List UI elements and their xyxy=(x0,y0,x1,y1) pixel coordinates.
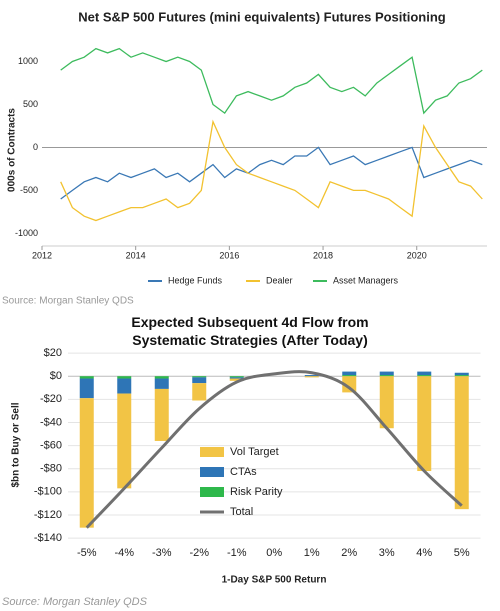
line-series xyxy=(60,146,483,200)
x-tick-label: -5% xyxy=(77,547,97,559)
bar xyxy=(117,393,132,489)
bar xyxy=(379,376,394,429)
source: Source: Morgan Stanley QDS xyxy=(2,596,148,608)
bar xyxy=(342,376,357,393)
x-tick-label: 2020 xyxy=(407,250,427,260)
legend-label: Total xyxy=(230,506,253,518)
bar xyxy=(304,375,319,377)
x-tick-label: -2% xyxy=(189,547,209,559)
bar xyxy=(304,376,319,378)
bar xyxy=(417,376,432,472)
x-tick-label: 5% xyxy=(454,547,470,559)
y-tick-label: -$140 xyxy=(34,532,62,544)
y-tick-label: -500 xyxy=(20,185,38,195)
x-tick-label: -3% xyxy=(152,547,172,559)
bar xyxy=(229,378,244,381)
bar xyxy=(154,378,169,389)
bar xyxy=(79,378,94,399)
bar xyxy=(229,377,244,379)
legend-label: CTAs xyxy=(230,466,257,478)
bar xyxy=(379,375,394,377)
x-tick-label: -1% xyxy=(227,547,247,559)
y-tick-label: -$20 xyxy=(40,393,62,405)
chart-title: Net S&P 500 Futures (mini equivalents) F… xyxy=(78,9,445,24)
y-axis-title: 000s of Contracts xyxy=(7,108,18,192)
x-tick-label: -4% xyxy=(114,547,134,559)
x-tick-label: 2018 xyxy=(313,250,333,260)
x-tick-label: 2016 xyxy=(219,250,239,260)
bar xyxy=(454,376,469,510)
bar xyxy=(454,375,469,377)
legend-label: Risk Parity xyxy=(230,486,283,498)
x-tick-label: 2% xyxy=(341,547,357,559)
bar xyxy=(117,376,132,379)
x-tick-label: 3% xyxy=(379,547,395,559)
bar xyxy=(342,371,357,376)
y-tick-label: -$120 xyxy=(34,509,62,521)
y-axis-title: $bn to Buy or Sell xyxy=(11,402,22,487)
x-tick-label: 4% xyxy=(416,547,432,559)
chart-title: Expected Subsequent 4d Flow from Systema… xyxy=(131,314,369,348)
y-tick-label: $0 xyxy=(50,370,62,382)
y-tick-label: 500 xyxy=(23,99,38,109)
y-tick-label: -$100 xyxy=(34,486,62,498)
bar xyxy=(79,398,94,528)
y-tick-label: 0 xyxy=(33,142,38,152)
total-line xyxy=(85,370,463,529)
bar xyxy=(192,383,207,401)
bar xyxy=(417,371,432,376)
bar xyxy=(229,376,244,378)
y-tick-label: -$80 xyxy=(40,463,62,475)
line-series xyxy=(60,47,483,115)
bar xyxy=(117,378,132,394)
bar xyxy=(154,376,169,379)
bar xyxy=(454,372,469,376)
legend-swatch xyxy=(200,467,224,477)
x-axis-title: 1-Day S&P 500 Return xyxy=(222,575,327,586)
legend-label: Asset Managers xyxy=(333,275,399,285)
legend-label: Vol Target xyxy=(230,446,279,458)
legend-swatch xyxy=(200,487,224,497)
source: Source: Morgan Stanley QDS xyxy=(2,296,134,307)
legend-swatch xyxy=(200,447,224,457)
line-series xyxy=(60,119,483,222)
x-tick-label: 1% xyxy=(304,547,320,559)
bar xyxy=(192,376,207,378)
x-tick-label: 2012 xyxy=(32,250,52,260)
bar xyxy=(79,376,94,379)
y-tick-label: -1000 xyxy=(15,228,38,238)
y-tick-label: -$60 xyxy=(40,439,62,451)
bar xyxy=(379,371,394,376)
x-tick-label: 0% xyxy=(266,547,282,559)
legend-label: Dealer xyxy=(266,275,293,285)
legend-label: Hedge Funds xyxy=(168,275,223,285)
x-tick-label: 2014 xyxy=(126,250,146,260)
bar xyxy=(154,388,169,441)
y-tick-label: $20 xyxy=(44,347,62,359)
bar xyxy=(342,375,357,377)
bar xyxy=(417,375,432,377)
y-tick-label: -$40 xyxy=(40,416,62,428)
bar xyxy=(192,377,207,384)
y-tick-label: 1000 xyxy=(18,56,38,66)
